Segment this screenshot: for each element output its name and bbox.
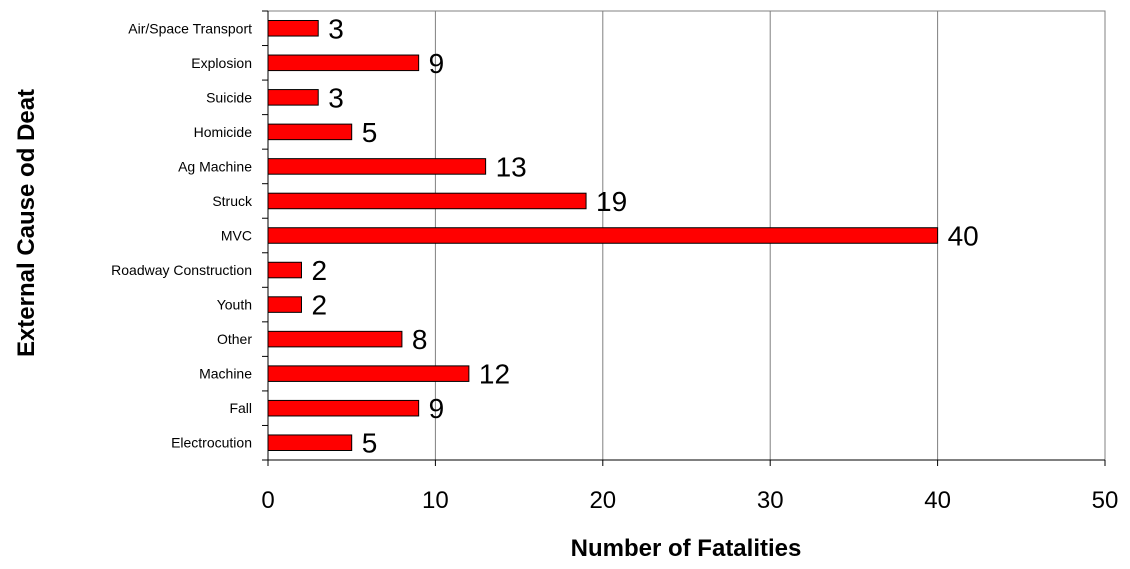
category-label: Machine [199,366,252,382]
bar [267,434,353,452]
x-axis-title: Number of Fatalities [571,535,802,562]
category-label: MVC [221,228,252,244]
y-axis-title: External Cause od Deat [13,89,40,357]
x-tick-labels: 0 10 20 30 40 50 [261,460,1118,514]
data-label: 13 [496,151,527,182]
data-label: 9 [429,48,445,79]
bar [267,158,487,175]
data-label: 12 [479,359,510,390]
category-label: Suicide [206,89,252,105]
category-label: Ag Machine [178,158,252,174]
data-label: 9 [429,393,445,424]
data-label: 5 [362,428,378,459]
data-label: 5 [362,117,378,148]
data-label: 3 [328,82,344,113]
x-tick-label: 50 [1092,487,1119,514]
category-label: Homicide [194,124,253,140]
category-label: Other [217,331,252,347]
bar [267,123,353,141]
bar [267,89,319,106]
data-label: 40 [948,221,979,252]
bar [267,330,403,348]
bar [267,192,587,210]
data-label: 19 [596,186,627,217]
category-label: Fall [229,400,252,416]
data-label: 3 [328,13,344,44]
x-tick-label: 0 [261,487,274,514]
data-label: 2 [311,290,327,321]
category-label: Explosion [191,55,252,71]
category-labels: Air/Space Transport Explosion Suicide Homic… [111,10,268,461]
category-label: Air/Space Transport [128,20,252,36]
x-tick-label: 20 [589,487,616,514]
x-tick-label: 40 [924,487,951,514]
bar [267,19,319,37]
bars [267,19,939,452]
x-tick-label: 10 [422,487,449,514]
bar [267,261,302,279]
bar [267,399,420,417]
x-tick-label: 30 [757,487,784,514]
bar [267,227,939,244]
category-label: Youth [217,297,252,313]
data-label: 2 [311,255,327,286]
bar [267,365,470,382]
bar [267,296,302,313]
category-label: Roadway Construction [111,262,252,278]
category-label: Electrocution [171,435,252,451]
bar [267,54,420,72]
category-label: Struck [212,193,253,209]
data-label: 8 [412,324,428,355]
